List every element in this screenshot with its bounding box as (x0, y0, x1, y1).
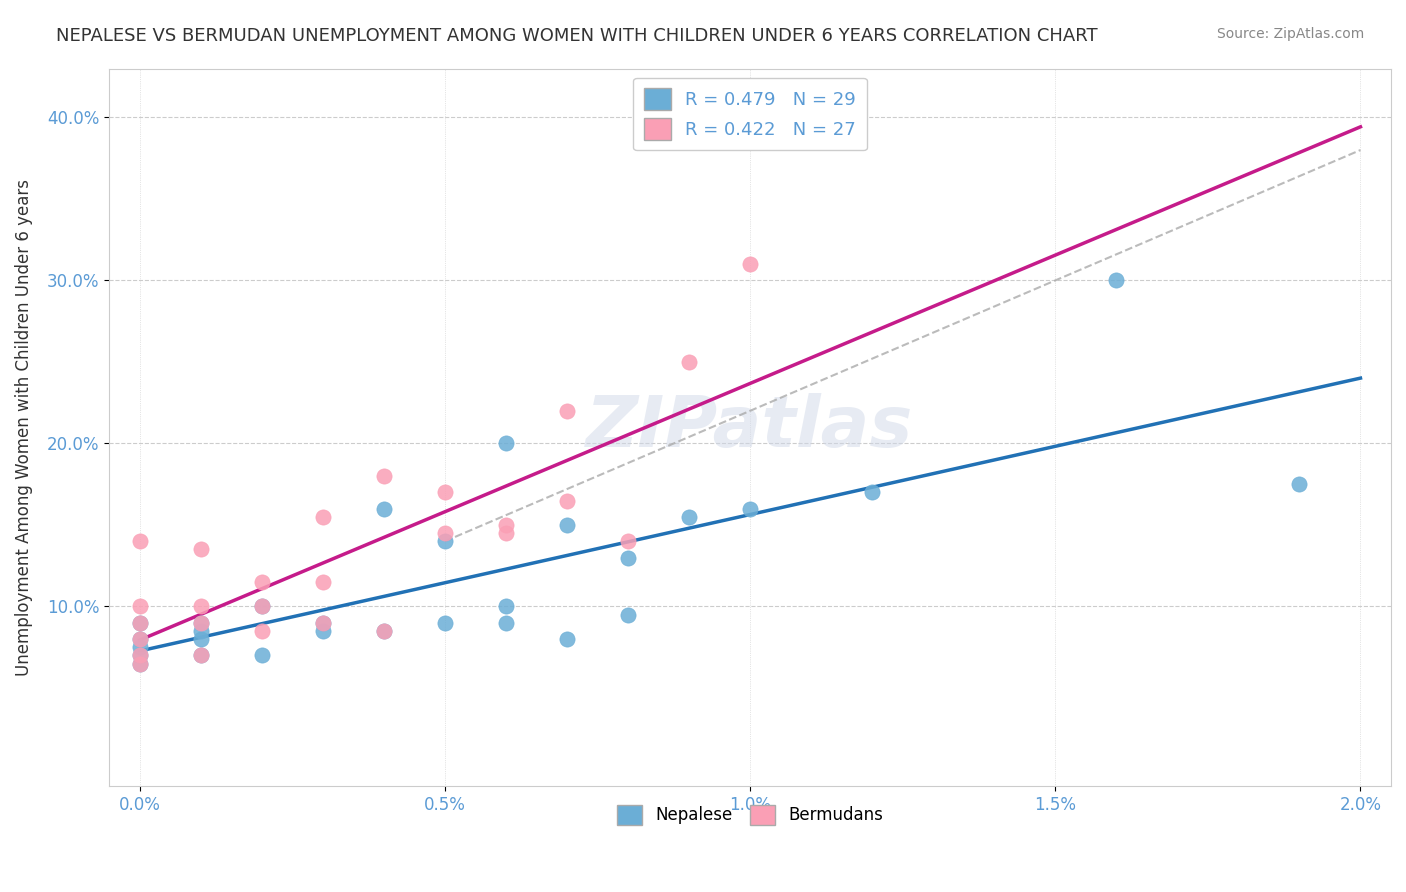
Point (128, 640, 150, 655)
Point (738, 501, 761, 516)
Point (128, 632, 150, 646)
Point (433, 615, 456, 630)
Point (860, 485, 883, 500)
Point (495, 526, 517, 541)
Text: ZIPatlas: ZIPatlas (586, 392, 914, 462)
Point (312, 615, 335, 630)
Point (555, 404, 578, 418)
Point (250, 648, 273, 663)
Point (555, 632, 578, 646)
Legend: Nepalese, Bermudans: Nepalese, Bermudans (607, 795, 893, 835)
Point (495, 518, 517, 533)
Point (373, 624, 395, 638)
Point (373, 624, 395, 638)
Point (128, 615, 150, 630)
Point (617, 607, 640, 622)
Point (128, 599, 150, 614)
Point (617, 550, 640, 565)
Point (190, 624, 212, 638)
Point (312, 509, 335, 524)
Point (678, 355, 700, 369)
Point (128, 657, 150, 671)
Point (250, 599, 273, 614)
Point (312, 624, 335, 638)
Point (738, 257, 761, 271)
Point (312, 615, 335, 630)
Text: NEPALESE VS BERMUDAN UNEMPLOYMENT AMONG WOMEN WITH CHILDREN UNDER 6 YEARS CORREL: NEPALESE VS BERMUDAN UNEMPLOYMENT AMONG … (56, 27, 1098, 45)
Point (555, 518, 578, 533)
Point (128, 615, 150, 630)
Y-axis label: Unemployment Among Women with Children Under 6 years: Unemployment Among Women with Children U… (15, 178, 32, 675)
Point (190, 632, 212, 646)
Point (555, 493, 578, 508)
Text: Source: ZipAtlas.com: Source: ZipAtlas.com (1216, 27, 1364, 41)
Point (190, 615, 212, 630)
Point (495, 615, 517, 630)
Point (433, 534, 456, 549)
Point (373, 501, 395, 516)
Point (128, 632, 150, 646)
Point (250, 624, 273, 638)
Point (128, 657, 150, 671)
Point (128, 648, 150, 663)
Point (678, 509, 700, 524)
Point (190, 648, 212, 663)
Point (128, 534, 150, 549)
Point (495, 599, 517, 614)
Point (495, 436, 517, 450)
Point (190, 648, 212, 663)
Point (373, 469, 395, 483)
Point (433, 526, 456, 541)
Point (190, 599, 212, 614)
Point (250, 599, 273, 614)
Point (190, 615, 212, 630)
Point (617, 534, 640, 549)
Point (433, 485, 456, 500)
Point (1105, 273, 1128, 287)
Point (1288, 477, 1310, 491)
Point (128, 648, 150, 663)
Point (190, 542, 212, 557)
Point (312, 574, 335, 589)
Point (250, 574, 273, 589)
